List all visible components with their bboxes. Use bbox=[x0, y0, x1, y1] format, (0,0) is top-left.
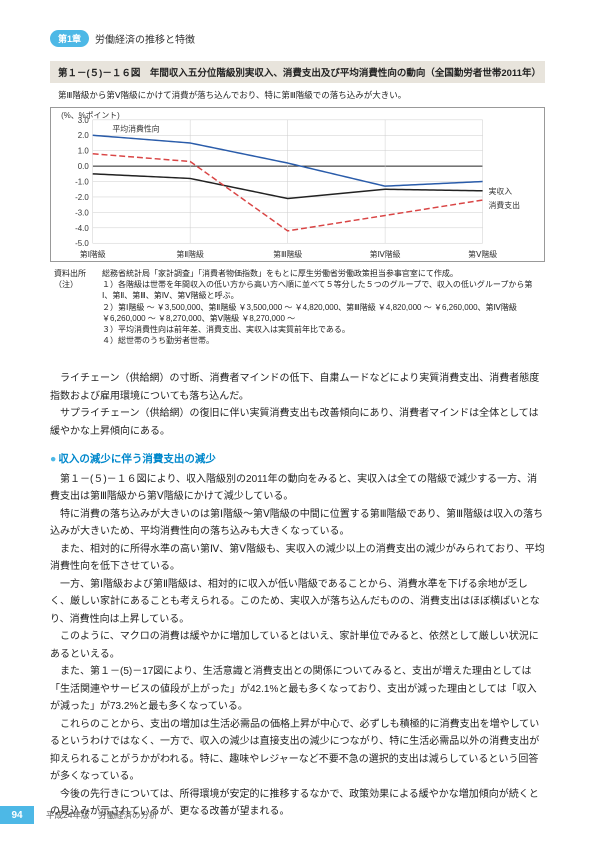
figure-notes: 資料出所 総務省統計局「家計調査」「消費者物価指数」をもとに厚生労働省労働政策担… bbox=[50, 266, 545, 356]
svg-text:0.0: 0.0 bbox=[78, 162, 90, 171]
body-paragraph: このように、マクロの消費は緩やかに増加しているとはいえ、家計単位でみると、依然と… bbox=[50, 628, 545, 663]
note-lines: １）各階級は世帯を年間収入の低い方から高い方へ順に並べて５等分した５つのグループ… bbox=[102, 279, 541, 346]
svg-text:第Ⅱ階級: 第Ⅱ階級 bbox=[176, 249, 204, 259]
note-line: １）各階級は世帯を年間収入の低い方から高い方へ順に並べて５等分した５つのグループ… bbox=[102, 279, 541, 301]
svg-text:2.0: 2.0 bbox=[78, 131, 90, 140]
body-paragraph: また、相対的に所得水準の高い第Ⅳ、第Ⅴ階級も、実収入の減少以上の消費支出の減少が… bbox=[50, 541, 545, 576]
chart-svg: (%、%ポイント)3.0 2.0 1.0 0.0 -1.0 -2.0 -3.0 -4.0 -5.… bbox=[51, 108, 544, 261]
svg-text:第Ⅰ階級: 第Ⅰ階級 bbox=[80, 249, 106, 259]
svg-text:-5.0: -5.0 bbox=[75, 239, 89, 248]
svg-text:消費支出: 消費支出 bbox=[489, 200, 521, 210]
chapter-badge: 第1章 bbox=[50, 30, 89, 47]
svg-text:第Ⅳ階級: 第Ⅳ階級 bbox=[370, 249, 401, 259]
page-footer: 94 平成24年版 労働経済の分析 bbox=[0, 806, 157, 824]
svg-text:1.0: 1.0 bbox=[78, 147, 90, 156]
figure-title: 第１－(５)－１６図 年間収入五分位階級別実収入、消費支出及び平均消費性向の動向… bbox=[50, 61, 545, 83]
section-heading: 収入の減少に伴う消費支出の減少 bbox=[50, 450, 545, 468]
line-chart: (%、%ポイント)3.0 2.0 1.0 0.0 -1.0 -2.0 -3.0 -4.0 -5.… bbox=[50, 107, 545, 262]
note-label: （注） bbox=[54, 279, 102, 346]
chapter-header: 第1章 労働経済の推移と特徴 bbox=[50, 30, 545, 47]
svg-text:3.0: 3.0 bbox=[78, 116, 90, 125]
source-label: 資料出所 bbox=[54, 268, 102, 279]
svg-text:第Ⅲ階級: 第Ⅲ階級 bbox=[273, 249, 302, 259]
chapter-title: 労働経済の推移と特徴 bbox=[95, 31, 195, 46]
footer-text: 平成24年版 労働経済の分析 bbox=[46, 809, 157, 821]
body-paragraph: ライチェーン（供給網）の寸断、消費者マインドの低下、自粛ムードなどにより実質消費… bbox=[50, 370, 545, 405]
figure-subtitle: 第Ⅲ階級から第Ⅴ階級にかけて消費が落ち込んでおり、特に第Ⅲ階級での落ち込みが大き… bbox=[50, 87, 545, 107]
svg-text:-1.0: -1.0 bbox=[75, 178, 89, 187]
svg-text:-2.0: -2.0 bbox=[75, 193, 89, 202]
svg-text:第Ⅴ階級: 第Ⅴ階級 bbox=[468, 249, 497, 259]
svg-text:(%、%ポイント): (%、%ポイント) bbox=[61, 111, 120, 120]
svg-text:-3.0: -3.0 bbox=[75, 208, 89, 217]
svg-text:-4.0: -4.0 bbox=[75, 224, 89, 233]
note-line: ４）総世帯のうち勤労者世帯。 bbox=[102, 335, 541, 346]
svg-text:平均消費性向: 平均消費性向 bbox=[112, 123, 159, 133]
body-paragraph: 第１－(５)－１６図により、収入階級別の2011年の動向をみると、実収入は全ての… bbox=[50, 471, 545, 506]
source-text: 総務省統計局「家計調査」「消費者物価指数」をもとに厚生労働省労働政策担当参事官室… bbox=[102, 268, 458, 279]
body-paragraph: サプライチェーン（供給網）の復旧に伴い実質消費支出も改善傾向にあり、消費者マイン… bbox=[50, 405, 545, 440]
page-number: 94 bbox=[0, 806, 34, 824]
note-line: ３）平均消費性向は前年差、消費支出、実収入は実質前年比である。 bbox=[102, 324, 541, 335]
body-text: ライチェーン（供給網）の寸断、消費者マインドの低下、自粛ムードなどにより実質消費… bbox=[50, 370, 545, 820]
body-paragraph: また、第１－(5)－17図により、生活意識と消費支出との関係についてみると、支出… bbox=[50, 663, 545, 716]
body-paragraph: 特に消費の落ち込みが大きいのは第Ⅰ階級～第Ⅴ階級の中間に位置する第Ⅲ階級であり、… bbox=[50, 506, 545, 541]
body-paragraph: これらのことから、支出の増加は生活必需品の価格上昇が中心で、必ずしも積極的に消費… bbox=[50, 716, 545, 786]
note-line: ２）第Ⅰ階級 ～ ￥3,500,000、第Ⅱ階級 ￥3,500,000 ～ ￥4… bbox=[102, 302, 541, 324]
body-paragraph: 一方、第Ⅰ階級および第Ⅱ階級は、相対的に収入が低い階級であることから、消費水準を… bbox=[50, 576, 545, 629]
svg-text:実収入: 実収入 bbox=[489, 186, 513, 196]
